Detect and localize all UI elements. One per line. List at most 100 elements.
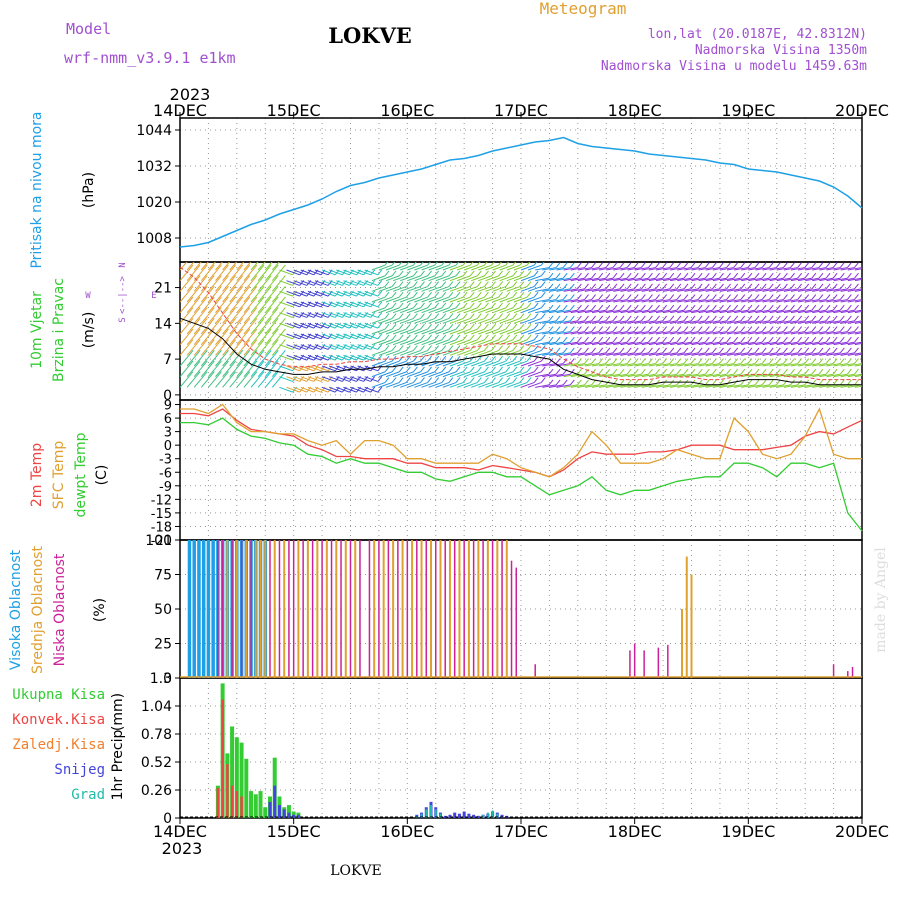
wind-barb	[535, 277, 550, 282]
wind-barb	[677, 373, 692, 378]
wind-barb	[293, 376, 307, 382]
wind-barb	[819, 352, 834, 356]
wind-barb	[471, 382, 485, 388]
wind-barb	[812, 299, 827, 303]
low-cloud-bar	[321, 540, 323, 678]
wind-barb	[215, 312, 225, 324]
wind-barb	[471, 371, 485, 378]
wind-barb-flag	[869, 369, 873, 374]
wind-barb	[556, 373, 571, 378]
wind-barb	[670, 373, 685, 378]
wind-barb-flag	[519, 270, 525, 277]
wind-barb	[456, 339, 471, 346]
wind-barb	[364, 269, 379, 276]
wind-barb	[677, 331, 692, 335]
wind-barb	[264, 269, 275, 281]
wind-barb	[812, 267, 827, 271]
wind-barb-flag	[469, 377, 475, 383]
wind-barb-flag	[783, 358, 788, 364]
wind-barb	[236, 262, 245, 271]
wind-barb-flag	[655, 283, 660, 290]
wind-barb-flag	[562, 326, 568, 332]
cloud-bars	[180, 540, 862, 678]
wind-barb-flag	[775, 315, 781, 322]
wind-barb-flag	[797, 272, 803, 279]
wind-barb	[570, 331, 585, 335]
wind-barb-flag	[783, 315, 788, 322]
wind-barb	[641, 384, 656, 388]
wind-barb-flag	[726, 315, 731, 322]
wind-barb	[563, 267, 578, 271]
bottom-tick-label: 15DEC	[267, 822, 321, 841]
wind-barb	[755, 331, 770, 335]
wind-barb	[776, 320, 791, 324]
wind-barb-flag	[210, 254, 214, 259]
wind-barb	[371, 318, 386, 324]
wind-barb-flag	[195, 307, 201, 313]
wind-barb-flag	[733, 326, 739, 332]
wind-barb-flag	[377, 333, 383, 340]
mid-cloud-bar	[316, 540, 319, 678]
wind-barb	[620, 363, 635, 367]
wind-barb-flag	[533, 262, 538, 266]
wind-barb	[520, 360, 535, 367]
top-tick-label: 20DEC	[835, 101, 889, 120]
wind-barb-flag	[526, 334, 532, 341]
wind-barb-flag	[412, 377, 418, 383]
wind-barb-flag	[217, 307, 222, 313]
wind-barb	[463, 286, 478, 292]
wind-barb	[186, 290, 197, 303]
wind-barb	[726, 299, 741, 303]
wind-barb	[520, 382, 535, 388]
wind-barb	[520, 318, 535, 324]
wind-barb-flag	[876, 263, 880, 268]
wind-barb-flag	[420, 345, 425, 351]
wind-barb	[655, 320, 670, 324]
wind-barb	[861, 269, 862, 270]
wind-barb-flag	[662, 347, 668, 354]
wind-barb	[428, 264, 442, 271]
wind-barb-flag	[484, 377, 489, 383]
wind-barb-flag	[605, 347, 611, 354]
wind-barb	[613, 352, 628, 356]
wind-barb-flag	[420, 377, 425, 383]
wind-barb-flag	[676, 294, 682, 300]
wind-barb-flag	[434, 291, 440, 298]
wind-barb-flag	[825, 379, 831, 386]
mid-cloud-bar	[690, 574, 693, 678]
wind-barb-flag	[690, 347, 696, 354]
wind-barb-flag	[505, 323, 511, 330]
wind-barb	[577, 331, 592, 335]
wind-barb	[513, 307, 528, 314]
wind-barb	[307, 301, 322, 308]
wind-barb	[833, 384, 848, 388]
wind-barb	[535, 299, 550, 303]
wind-barb-flag	[405, 323, 411, 330]
wind-barb	[435, 307, 450, 314]
wind-barb-flag	[569, 315, 575, 322]
wind-barb	[442, 286, 457, 292]
wind-barb-flag	[519, 334, 525, 341]
wind-barb-flag	[548, 358, 554, 364]
wind-barb	[755, 309, 770, 314]
wind-barb	[350, 269, 364, 276]
wind-barb	[812, 331, 827, 335]
wind-barb-flag	[548, 379, 554, 386]
wind-barb-flag	[569, 379, 575, 386]
wind-barb-flag	[577, 315, 582, 322]
wind-barb	[662, 363, 677, 367]
wind-barb-flag	[754, 304, 760, 311]
wind-barb	[329, 376, 343, 382]
wind-barb	[286, 344, 300, 350]
wind-barb	[435, 328, 450, 335]
wind-barb-flag	[768, 262, 774, 268]
wind-barb	[705, 384, 720, 388]
wind-barb	[378, 296, 393, 303]
wind-barb	[726, 277, 741, 282]
wind-barb	[506, 307, 521, 314]
wind-barb-flag	[612, 379, 618, 386]
wind-barb-flag	[876, 369, 880, 374]
wind-barb	[726, 352, 741, 356]
year-label-bottom: 2023	[162, 839, 203, 858]
wind-barb	[485, 307, 499, 314]
